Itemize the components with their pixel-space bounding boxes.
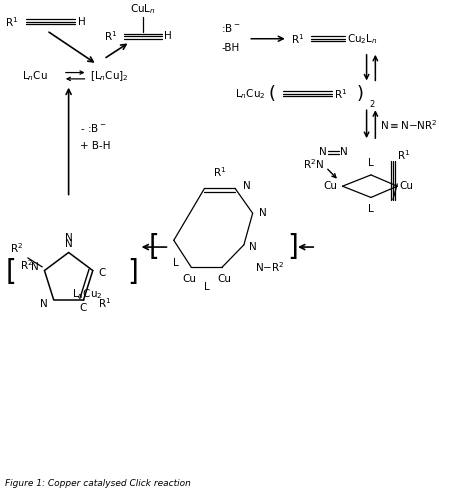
Text: Cu$_2$L$_n$: Cu$_2$L$_n$ xyxy=(347,32,378,46)
Text: [L$_n$Cu]$_2$: [L$_n$Cu]$_2$ xyxy=(90,69,129,83)
Text: 2: 2 xyxy=(369,100,375,109)
Text: R$^1$: R$^1$ xyxy=(291,32,304,46)
Text: N: N xyxy=(259,208,267,218)
Text: Cu: Cu xyxy=(400,181,414,191)
Text: (: ( xyxy=(269,85,276,103)
Text: - :B$^-$: - :B$^-$ xyxy=(80,122,106,133)
Text: C: C xyxy=(99,268,106,278)
Text: :B$^-$: :B$^-$ xyxy=(221,22,240,34)
Text: -BH: -BH xyxy=(221,43,240,53)
Text: C: C xyxy=(80,303,87,313)
Text: N: N xyxy=(243,181,251,191)
Text: Cu: Cu xyxy=(217,274,231,284)
Text: L$_n$Cu$_2$: L$_n$Cu$_2$ xyxy=(72,288,103,301)
Text: ]: ] xyxy=(288,233,299,261)
Text: Cu: Cu xyxy=(323,181,337,191)
Text: Cu: Cu xyxy=(182,274,196,284)
Text: L: L xyxy=(173,258,179,268)
Text: L$_n$Cu: L$_n$Cu xyxy=(22,69,48,83)
Text: N: N xyxy=(249,242,257,252)
Text: R$^2$: R$^2$ xyxy=(10,241,23,255)
Text: [: [ xyxy=(149,233,160,261)
Text: + B-H: + B-H xyxy=(80,140,110,150)
Text: N$\equiv$N$-$NR$^2$: N$\equiv$N$-$NR$^2$ xyxy=(380,119,437,132)
Text: N: N xyxy=(340,147,348,157)
Text: L: L xyxy=(368,158,374,168)
Text: [: [ xyxy=(6,258,17,286)
Text: N: N xyxy=(320,147,327,157)
Text: L: L xyxy=(368,204,374,214)
Text: L: L xyxy=(204,282,210,292)
Text: N: N xyxy=(65,240,72,249)
Text: L$_n$Cu$_2$: L$_n$Cu$_2$ xyxy=(235,87,266,101)
Text: N: N xyxy=(31,262,39,272)
Text: N: N xyxy=(40,299,48,309)
Text: R$^1$: R$^1$ xyxy=(213,166,226,179)
Text: R$^2$: R$^2$ xyxy=(20,258,33,272)
Text: ): ) xyxy=(356,85,364,103)
Text: H: H xyxy=(78,16,86,26)
Text: R$^1$: R$^1$ xyxy=(334,87,347,101)
Text: Figure 1: Copper catalysed Click reaction: Figure 1: Copper catalysed Click reactio… xyxy=(5,479,191,488)
Text: R$^2$N: R$^2$N xyxy=(303,158,324,171)
Text: N$-$R$^2$: N$-$R$^2$ xyxy=(255,260,284,274)
Text: R$^1$: R$^1$ xyxy=(104,29,117,43)
Text: ]: ] xyxy=(127,258,138,286)
Text: R$^1$: R$^1$ xyxy=(397,148,410,161)
Text: R$^1$: R$^1$ xyxy=(98,296,111,310)
Text: R$^1$: R$^1$ xyxy=(5,15,18,28)
Text: CuL$_n$: CuL$_n$ xyxy=(130,2,156,16)
Text: H: H xyxy=(164,31,172,41)
Text: N: N xyxy=(65,233,72,243)
